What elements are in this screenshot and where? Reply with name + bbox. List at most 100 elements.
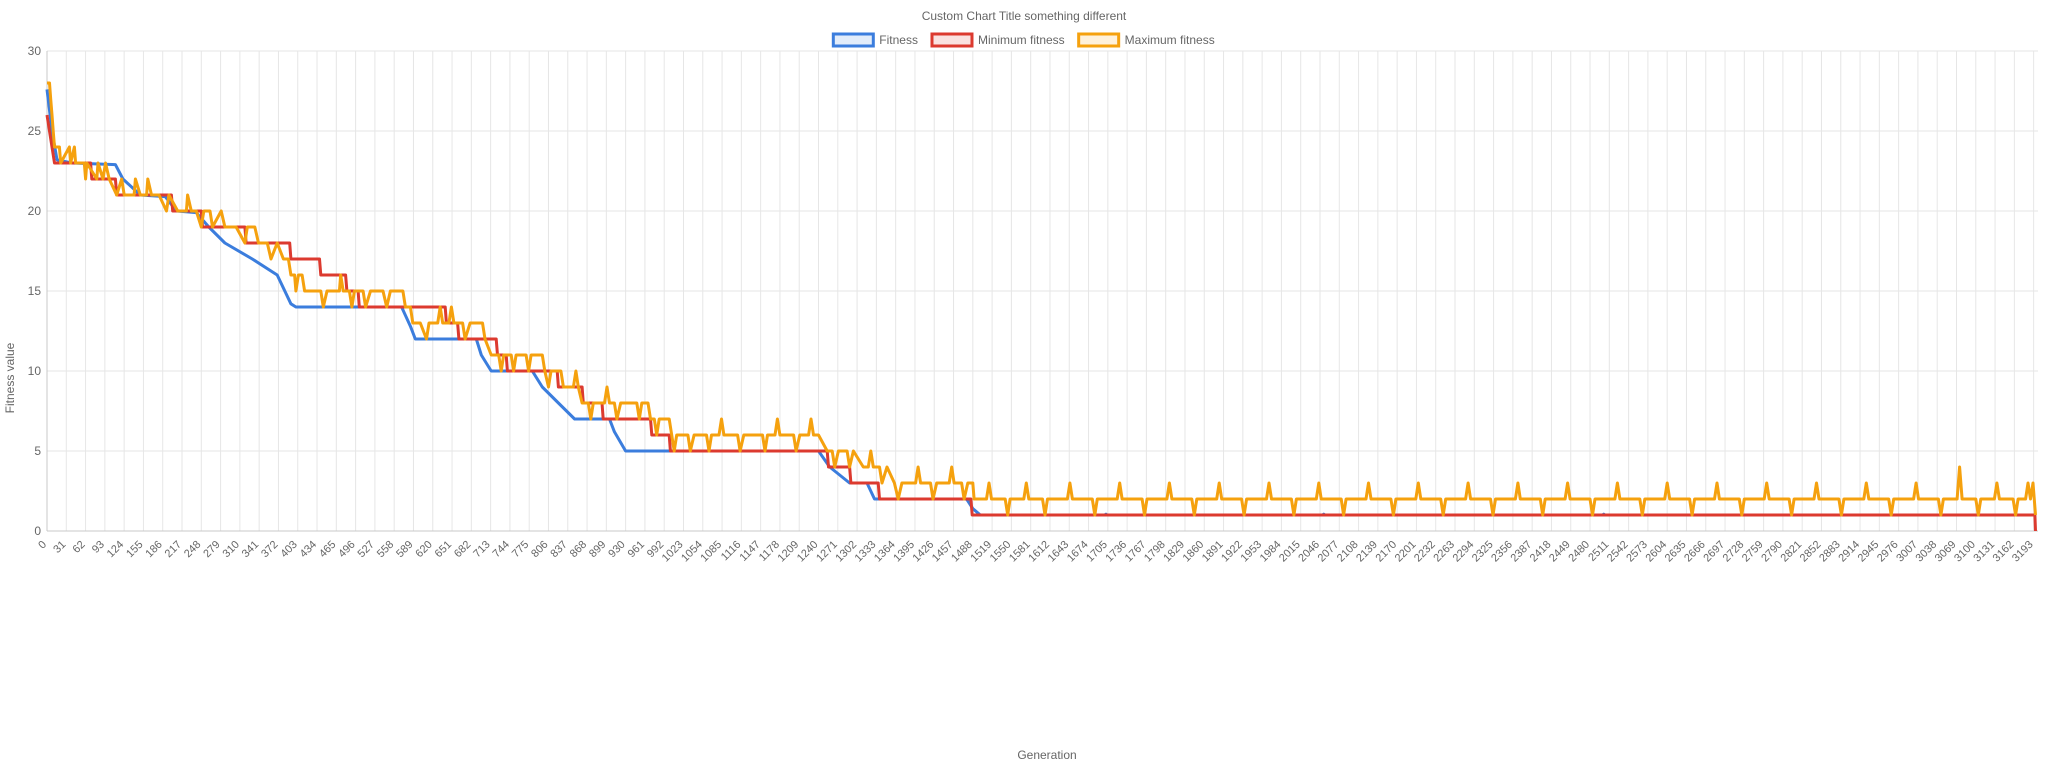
x-tick-label: 3131: [1971, 539, 1997, 565]
x-tick-label: 465: [317, 539, 338, 560]
x-tick-label: 2294: [1451, 539, 1477, 565]
x-tick-label: 1581: [1007, 539, 1033, 565]
x-tick-label: 620: [413, 539, 434, 560]
x-tick-label: 651: [433, 539, 454, 560]
x-tick-label: 775: [510, 539, 531, 560]
x-axis-label: Generation: [1017, 748, 1076, 762]
x-tick-label: 186: [143, 539, 164, 560]
legend-swatch: [1077, 32, 1121, 48]
x-tick-label: 2108: [1335, 539, 1361, 565]
x-tick-label: 899: [587, 539, 608, 560]
x-tick-label: 2325: [1470, 539, 1496, 565]
x-tick-label: 93: [90, 539, 107, 556]
x-tick-label: 1240: [795, 539, 821, 565]
x-tick-label: 2852: [1798, 539, 1824, 565]
x-tick-label: 682: [452, 539, 473, 560]
y-axis-ticks: 0 5 10 15 20 25 30: [28, 44, 42, 538]
chart-title: Custom Chart Title something different: [922, 9, 1127, 23]
x-tick-label: 3100: [1952, 539, 1978, 565]
legend-item[interactable]: Minimum fitness: [930, 32, 1065, 48]
y-tick-label: 15: [28, 284, 42, 298]
x-tick-label: 1860: [1181, 539, 1207, 565]
x-tick-label: 2232: [1412, 539, 1438, 565]
x-tick-label: 0: [36, 539, 49, 552]
x-tick-label: 1612: [1026, 539, 1052, 565]
x-tick-label: 2635: [1663, 539, 1689, 565]
x-tick-label: 3193: [2010, 539, 2036, 565]
x-tick-label: 2356: [1489, 539, 1515, 565]
x-tick-label: 403: [278, 539, 299, 560]
legend-item[interactable]: Maximum fitness: [1077, 32, 1215, 48]
x-tick-label: 930: [606, 539, 627, 560]
y-tick-label: 0: [34, 524, 41, 538]
x-tick-label: 248: [182, 539, 203, 560]
x-tick-label: 2139: [1354, 539, 1380, 565]
y-tick-label: 25: [28, 124, 42, 138]
x-tick-label: 341: [240, 539, 261, 560]
x-tick-label: 1984: [1258, 539, 1284, 565]
x-tick-label: 1643: [1046, 539, 1072, 565]
x-tick-label: 1085: [698, 539, 724, 565]
x-tick-label: 1116: [719, 539, 744, 564]
x-tick-label: 372: [259, 539, 280, 560]
x-tick-label: 2418: [1528, 539, 1554, 565]
x-tick-label: 1767: [1123, 539, 1149, 565]
x-tick-label: 1271: [814, 539, 840, 565]
legend-label: Maximum fitness: [1125, 33, 1215, 47]
x-axis-ticks: 0 31 62 93124155186217248279310341372403434…: [36, 539, 2035, 565]
x-tick-label: 2015: [1277, 539, 1303, 565]
x-tick-label: 310: [221, 539, 242, 560]
x-tick-label: 1674: [1065, 539, 1091, 565]
y-axis-label: Fitness value: [3, 342, 17, 413]
x-tick-label: 2604: [1643, 539, 1669, 565]
x-tick-label: 155: [124, 539, 145, 560]
x-tick-label: 1550: [988, 539, 1014, 565]
x-tick-label: 2201: [1393, 539, 1419, 565]
x-tick-label: 1705: [1084, 539, 1110, 565]
x-tick-label: 1891: [1200, 539, 1226, 565]
legend-label: Fitness: [879, 33, 918, 47]
x-tick-label: 3038: [1914, 539, 1940, 565]
y-tick-label: 5: [34, 444, 41, 458]
x-tick-label: 434: [298, 539, 319, 560]
x-tick-label: 1023: [660, 539, 686, 565]
series-line-maximum-fitness: [47, 81, 2037, 517]
x-tick-label: 1426: [911, 539, 937, 565]
x-tick-label: 2697: [1701, 539, 1727, 565]
x-tick-label: 2728: [1721, 539, 1747, 565]
x-tick-label: 2542: [1605, 539, 1631, 565]
x-tick-label: 1519: [968, 539, 994, 565]
x-tick-label: 1395: [891, 539, 917, 565]
x-tick-label: 1922: [1219, 539, 1245, 565]
x-tick-label: 2077: [1316, 539, 1342, 565]
x-tick-label: 2759: [1740, 539, 1766, 565]
legend-label: Minimum fitness: [978, 33, 1065, 47]
x-tick-label: 2883: [1817, 539, 1843, 565]
x-tick-label: 2263: [1431, 539, 1457, 565]
x-tick-label: 961: [626, 539, 647, 560]
x-tick-label: 3069: [1933, 539, 1959, 565]
x-tick-label: 1147: [738, 539, 763, 564]
x-tick-label: 124: [105, 539, 126, 560]
x-tick-label: 2387: [1508, 539, 1534, 565]
x-tick-label: 2666: [1682, 539, 1708, 565]
x-tick-label: 1209: [776, 539, 802, 565]
x-tick-label: 62: [71, 539, 88, 556]
legend: Fitness Minimum fitness Maximum fitness: [831, 32, 1215, 48]
x-tick-label: 1798: [1142, 539, 1168, 565]
series-layer: [45, 81, 2037, 532]
x-tick-label: 3007: [1894, 539, 1920, 565]
x-tick-label: 2449: [1547, 539, 1573, 565]
legend-item[interactable]: Fitness: [831, 32, 918, 48]
x-tick-label: 1457: [930, 539, 956, 565]
x-tick-label: 837: [548, 539, 569, 560]
x-tick-label: 1736: [1103, 539, 1129, 565]
x-tick-label: 279: [201, 539, 222, 560]
series-line-minimum-fitness: [45, 114, 2037, 532]
x-tick-label: 2480: [1566, 539, 1592, 565]
x-tick-label: 1829: [1161, 539, 1187, 565]
x-tick-label: 589: [394, 539, 415, 560]
x-tick-label: 806: [529, 539, 550, 560]
